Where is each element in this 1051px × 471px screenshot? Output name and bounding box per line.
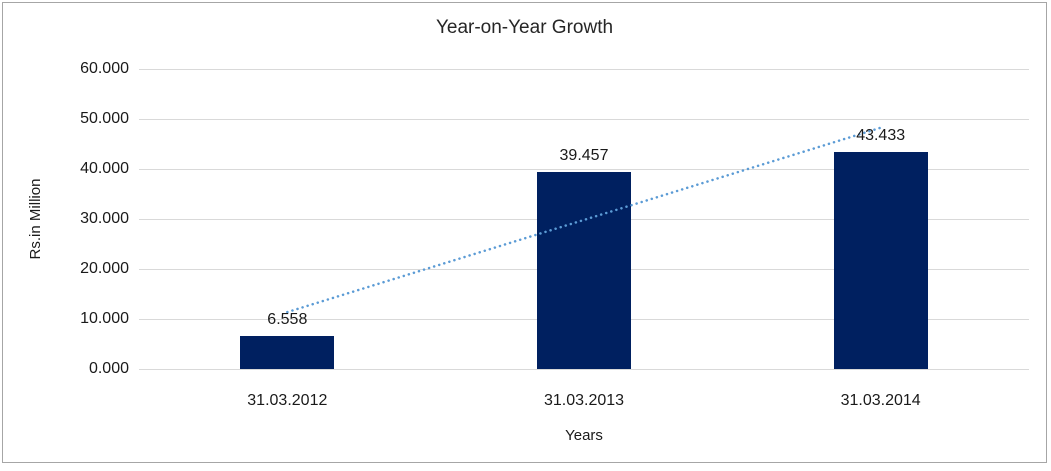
gridline xyxy=(139,369,1029,370)
x-axis-title: Years xyxy=(565,427,603,444)
y-tick-label: 0.000 xyxy=(88,360,129,377)
bar-31.03.2013 xyxy=(537,171,631,369)
plot-area: 6.558 39.457 43.433 xyxy=(139,69,1029,370)
bar-31.03.2014 xyxy=(833,151,928,369)
gridline xyxy=(139,119,1029,120)
gridline xyxy=(139,69,1029,70)
y-tick-label: 20.000 xyxy=(80,260,129,277)
x-tick-label: 31.03.2013 xyxy=(543,392,625,409)
y-tick-label: 60.000 xyxy=(80,60,129,77)
y-tick-label: 40.000 xyxy=(80,160,129,177)
chart-frame: Year-on-Year Growth Rs.in Million 6.558 3… xyxy=(2,2,1047,463)
chart-title: Year-on-Year Growth xyxy=(435,17,614,38)
data-label: 43.433 xyxy=(856,126,906,144)
gridline xyxy=(139,169,1029,170)
bar-31.03.2012 xyxy=(240,336,335,369)
x-tick-label: 31.03.2012 xyxy=(247,392,328,409)
y-tick-label: 30.000 xyxy=(80,210,129,227)
x-tick-label: 31.03.2014 xyxy=(840,392,921,409)
data-label: 39.457 xyxy=(559,146,609,164)
y-tick-label: 50.000 xyxy=(80,110,129,127)
data-label: 6.558 xyxy=(267,311,308,329)
y-tick-label: 10.000 xyxy=(80,310,129,327)
